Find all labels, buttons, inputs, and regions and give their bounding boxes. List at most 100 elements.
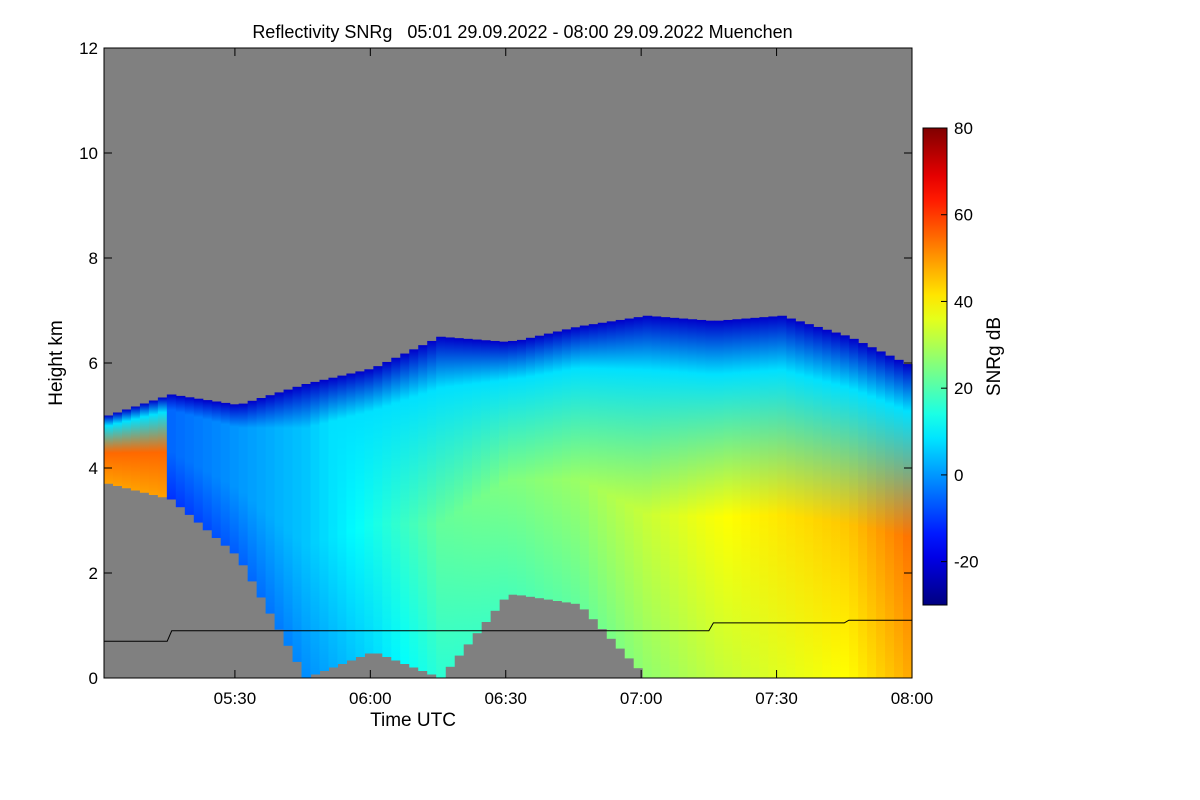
echo-strip [660,317,671,678]
echo-strip [831,332,841,678]
echo-strip [472,339,482,634]
echo-strip [445,337,455,667]
echo-strip [561,329,572,603]
echo-strip [795,321,805,678]
colorbar-tick-label: 80 [954,119,973,138]
y-tick-label: 4 [89,459,98,478]
echo-strip [714,320,725,678]
echo-strip [624,318,635,659]
echo-strip [633,317,644,669]
echo-strip [723,319,734,678]
echo-strip [552,331,563,601]
echo-strip [840,335,850,678]
echo-strip [211,401,222,538]
echo-strip [418,345,428,671]
melting-layer-line [104,619,912,642]
echo-strip [867,347,877,678]
colorbar-tick-label: 0 [954,466,963,485]
echo-strip [220,402,231,546]
echo-strip [885,355,895,678]
echo-strip [274,392,285,630]
echo-strip [543,333,554,600]
echo-strip [534,335,545,599]
echo-strip [427,340,437,675]
y-tick-label: 12 [79,39,98,58]
echo-strip [238,403,249,566]
echo-strip [849,338,859,678]
echo-strip [786,318,796,678]
echo-strip [265,395,276,614]
echo-strip [822,329,832,678]
echo-strip [642,315,653,678]
echo-strip [355,371,365,657]
echo-strip [696,319,707,678]
echo-strip [481,340,491,622]
echo-strip [157,397,168,498]
echo-strip [319,379,330,671]
colorbar-tick-label: 20 [954,379,973,398]
x-tick-label: 05:30 [214,689,257,708]
echo-strip [166,394,177,500]
y-tick-label: 10 [79,144,98,163]
echo-strip [588,324,599,620]
echo-strip [768,316,778,678]
x-tick-label: 08:00 [891,689,934,708]
echo-strip [112,412,123,486]
echo-strip [247,400,258,582]
echo-strip [516,339,527,596]
echo-strip [346,373,356,661]
echo-strip [525,337,536,597]
echo-strip [732,319,743,678]
echo-strip [400,353,410,664]
y-tick-label: 8 [89,249,98,268]
echo-strip [678,318,689,678]
chart-title: Reflectivity SNRg 05:01 29.09.2022 - 08:… [252,22,793,42]
echo-strip [409,349,419,668]
echo-strip [759,317,769,678]
y-tick-label: 2 [89,564,98,583]
echo-strip [121,409,132,489]
echo-strip [813,326,823,678]
echo-strip [741,318,751,678]
echo-strip [454,338,464,656]
echo-strip [184,397,195,515]
colorbar-tick-label: 60 [954,206,973,225]
colorbar-label: SNRg dB [984,317,1005,396]
echo-strip [615,319,626,649]
echo-strip [705,320,716,678]
echo-strip [310,381,321,675]
echo-strip [130,406,141,491]
echo-strip [382,361,392,657]
x-axis-label: Time UTC [370,710,456,731]
colorbar [922,127,948,606]
echo-strip [148,400,159,495]
echo-strip [139,403,150,493]
echo-strip [876,351,886,678]
echo-strip [373,366,383,654]
echo-strip [687,319,698,678]
x-tick-label: 07:30 [755,689,798,708]
colorbar-tick-label: 40 [954,292,973,311]
echo-strip [903,364,913,678]
echo-strip [256,398,267,598]
y-tick-label: 0 [89,669,98,688]
echo-strip [669,317,680,678]
echo-strip [292,386,303,662]
x-tick-label: 06:30 [484,689,527,708]
echo-strip [579,325,590,610]
y-axis-label: Height km [46,320,67,406]
echo-strip [777,315,787,678]
colorbar-tick-label: -20 [954,553,979,572]
echo-strip [175,395,186,508]
echo-strip [597,322,608,629]
echo-strip [337,375,347,664]
x-tick-label: 07:00 [620,689,663,708]
echo-strip [894,359,904,678]
echo-strip [499,341,509,600]
echo-strip [193,398,204,523]
echo-strip [283,389,294,646]
echo-strip [570,327,581,604]
echo-strip [490,340,500,611]
echo-strip [301,384,312,678]
echo-strip [364,369,374,654]
